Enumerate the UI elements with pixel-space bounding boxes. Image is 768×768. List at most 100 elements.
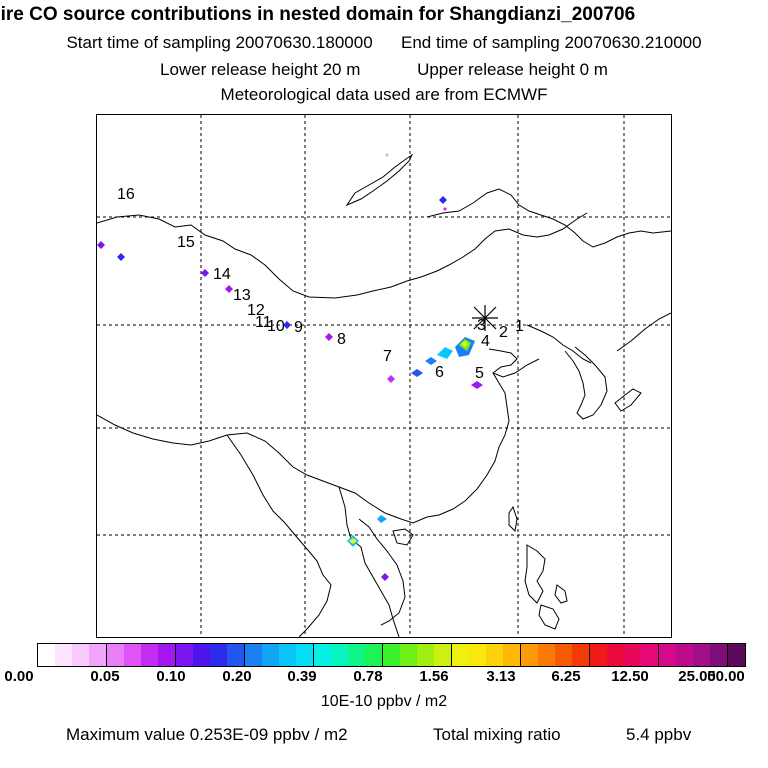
colorbar-cell <box>486 644 503 666</box>
trajectory-label: 9 <box>294 319 303 336</box>
colorbar-cell <box>503 644 520 666</box>
thailand-gulf <box>294 534 332 637</box>
manchuria-border <box>526 324 592 364</box>
colorbar-cell <box>469 644 486 666</box>
colorbar-cell <box>676 644 693 666</box>
met-data-label: Meteorological data used are from ECMWF <box>220 85 548 104</box>
colorbar-cell <box>313 644 331 666</box>
colorbar-cell <box>175 644 193 666</box>
colorbar-tick-label: 3.13 <box>486 668 516 685</box>
end-time-label: End time of sampling 20070630.210000 <box>401 33 702 52</box>
taiwan <box>508 505 518 533</box>
colorbar-cell <box>106 644 124 666</box>
trajectory-label: 13 <box>233 287 251 304</box>
trajectory-label: 11 <box>255 314 272 331</box>
colorbar <box>37 643 746 667</box>
colorbar-tick-label: 0.05 <box>90 668 120 685</box>
colorbar-cell <box>331 644 348 666</box>
trajectory-label: 12 <box>247 302 265 319</box>
colorbar-cell <box>417 644 434 666</box>
blob <box>381 573 389 581</box>
vietnam-coast <box>358 518 406 626</box>
russia-china-border <box>426 188 671 248</box>
trajectory-label: 4 <box>481 333 490 350</box>
colorbar-cell <box>296 644 313 666</box>
colorbar-cell <box>589 644 607 666</box>
map-title: Fire CO source contributions in nested d… <box>0 4 636 25</box>
trajectory-label: 10 <box>267 318 285 335</box>
colorbar-cell <box>434 644 451 666</box>
colorbar-tick-label: 0.00 <box>4 668 34 685</box>
colorbar-cell <box>400 644 417 666</box>
trajectory-label: 2 <box>499 324 508 341</box>
trajectory-label: 8 <box>337 331 346 348</box>
colorbar-cell <box>262 644 279 666</box>
lower-release-label: Lower release height 20 m <box>160 60 361 79</box>
blob <box>411 369 423 377</box>
colorbar-tick-label: 25.00 <box>678 668 716 685</box>
colorbar-cell <box>641 644 658 666</box>
colorbar-cell <box>244 644 262 666</box>
colorbar-cell <box>141 644 158 666</box>
blob <box>117 253 125 261</box>
sampling-times: Start time of sampling 20070630.180000 E… <box>0 33 768 53</box>
colorbar-cell <box>607 644 624 666</box>
colorbar-tick-label: 50.00 <box>707 668 745 685</box>
trajectory-label: 6 <box>435 364 444 381</box>
blob <box>461 341 468 347</box>
start-time-label: Start time of sampling 20070630.180000 <box>66 33 373 52</box>
colorbar-tick-label: 6.25 <box>551 668 581 685</box>
china-south-border <box>97 414 428 524</box>
colorbar-cell <box>193 644 210 666</box>
colorbar-cell <box>451 644 469 666</box>
colorbar-cell <box>727 644 745 666</box>
blob <box>471 381 483 389</box>
philippines-luzon <box>524 544 546 604</box>
colorbar-units: 10E-10 ppbv / m2 <box>320 693 448 710</box>
japan-kyushu <box>614 388 642 412</box>
release-heights: Lower release height 20 m Upper release … <box>0 60 768 80</box>
blob <box>437 347 453 359</box>
colorbar-cell <box>124 644 141 666</box>
colorbar-tick-label: 0.78 <box>353 668 383 685</box>
blob <box>201 269 209 277</box>
trajectory-label: 14 <box>213 266 231 283</box>
total-mixing-label: Total mixing ratio <box>433 725 561 744</box>
colorbar-cell <box>710 644 727 666</box>
colorbar-cell <box>520 644 538 666</box>
total-mixing-value: 5.4 ppbv <box>626 725 692 744</box>
trajectory-label: 15 <box>177 234 195 251</box>
colorbar-cell <box>89 644 106 666</box>
lake-baikal <box>345 153 414 207</box>
bohai-coast <box>488 348 540 378</box>
blob <box>385 153 389 157</box>
blob <box>325 333 333 341</box>
colorbar-cell <box>279 644 296 666</box>
colorbar-cell <box>210 644 227 666</box>
trajectory-label: 3 <box>477 317 486 334</box>
colorbar-tick-label: 1.56 <box>419 668 449 685</box>
colorbar-tick-label: 12.50 <box>611 668 649 685</box>
colorbar-cell <box>624 644 641 666</box>
colorbar-cell <box>693 644 710 666</box>
colorbar-cell <box>572 644 589 666</box>
upper-release-label: Upper release height 0 m <box>417 60 608 79</box>
coastlines-borders <box>97 153 671 637</box>
map-panel[interactable]: 1 2 3 4 5 6 7 8 9 10 11 12 13 14 15 16 <box>96 114 672 638</box>
blob <box>439 196 447 204</box>
blob <box>377 515 387 523</box>
blob <box>443 207 447 211</box>
trajectory-label: 16 <box>117 186 135 203</box>
hainan <box>392 528 414 546</box>
blob <box>97 241 105 249</box>
blob <box>283 321 291 329</box>
colorbar-cell <box>158 644 175 666</box>
concentration-blobs <box>97 153 483 581</box>
korea-coast <box>564 346 608 420</box>
receptor-marker <box>472 305 498 331</box>
blob <box>225 285 233 293</box>
philippines-islands <box>554 584 568 604</box>
trajectory-label: 1 <box>515 318 524 335</box>
trajectory-label: 7 <box>383 348 392 365</box>
china-east-coast <box>426 372 510 518</box>
